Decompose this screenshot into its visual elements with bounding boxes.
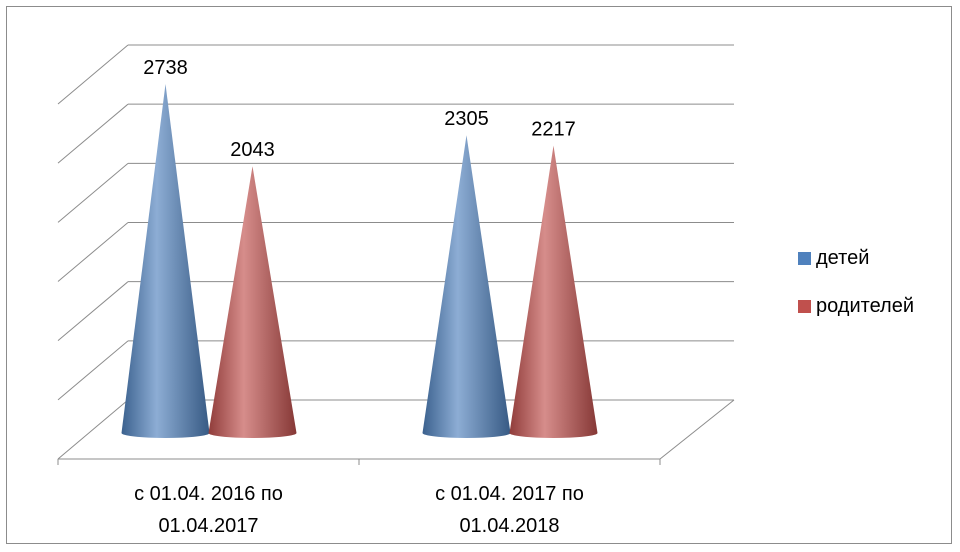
cone-deti-2 xyxy=(422,135,511,438)
legend-label: родителей xyxy=(816,294,915,317)
side-gridline xyxy=(57,399,129,460)
legend-swatch xyxy=(798,251,811,265)
category-label: 01.04.2018 xyxy=(459,515,559,537)
data-label: 2305 xyxy=(444,108,489,130)
category-label: с 01.04. 2017 по xyxy=(435,483,584,505)
category-label: с 01.04. 2016 по xyxy=(134,483,283,505)
side-gridline xyxy=(57,340,129,401)
cone-roditeli-2 xyxy=(509,145,598,438)
data-label: 2043 xyxy=(230,139,275,161)
data-label: 2217 xyxy=(531,119,576,141)
legend-item: родителей xyxy=(798,294,914,318)
category-labels: с 01.04. 2016 по 01.04.2017 с 01.04. 2017 … xyxy=(134,483,584,537)
floor-edge xyxy=(659,399,735,460)
side-gridline xyxy=(57,162,129,223)
cone-deti-1 xyxy=(121,84,210,439)
side-gridline xyxy=(57,44,129,105)
side-gridline xyxy=(57,103,129,164)
legend-item: детей xyxy=(798,246,914,270)
category-label: 01.04.2017 xyxy=(158,515,258,537)
legend-label: детей xyxy=(816,246,870,269)
side-gridline xyxy=(57,222,129,282)
data-cones xyxy=(121,84,598,439)
x-axis xyxy=(57,458,661,465)
side-gridline xyxy=(57,281,129,342)
legend: детей родителей xyxy=(798,246,914,342)
legend-swatch xyxy=(798,299,811,313)
cone-roditeli-1 xyxy=(208,166,297,438)
data-label: 2738 xyxy=(143,57,188,79)
value-labels: 2738 2043 2305 2217 xyxy=(143,57,576,161)
